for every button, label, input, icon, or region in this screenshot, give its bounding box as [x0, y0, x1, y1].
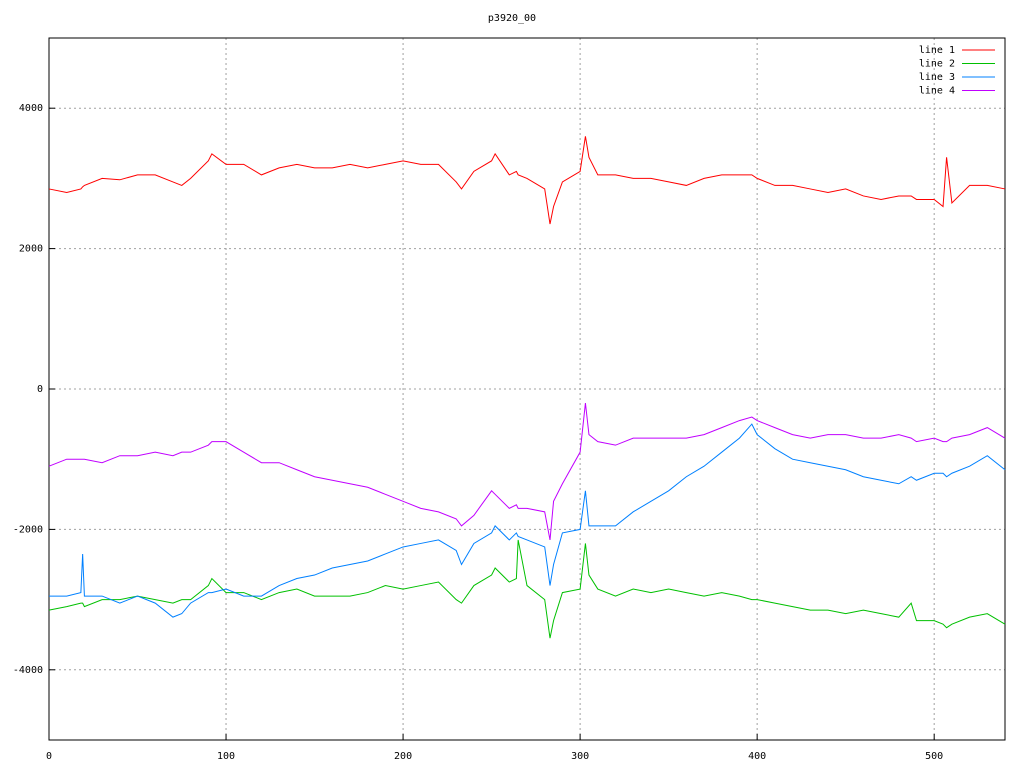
series-line: [48, 136, 1006, 225]
x-tick-label: 200: [394, 751, 412, 762]
x-tick-label: 500: [925, 751, 943, 762]
x-tick-label: 100: [217, 751, 235, 762]
legend-label: line 2: [919, 59, 955, 70]
legend-label: line 3: [919, 72, 955, 83]
legend-label: line 1: [919, 45, 955, 56]
plot-border: [48, 37, 1006, 741]
x-tick-label: 0: [46, 751, 52, 762]
legend-label: line 4: [919, 86, 955, 97]
series-line: [49, 423, 1006, 618]
chart-title: p3920_00: [488, 13, 536, 24]
series-line: [48, 402, 1006, 541]
y-tick-label: -4000: [13, 665, 43, 676]
y-tick-label: 4000: [19, 103, 43, 114]
y-tick-label: 0: [37, 384, 43, 395]
y-tick-label: -2000: [13, 524, 43, 535]
y-tick-label: 2000: [19, 244, 43, 255]
x-tick-label: 400: [748, 751, 766, 762]
x-tick-label: 300: [571, 751, 589, 762]
series-line: [48, 539, 1006, 639]
